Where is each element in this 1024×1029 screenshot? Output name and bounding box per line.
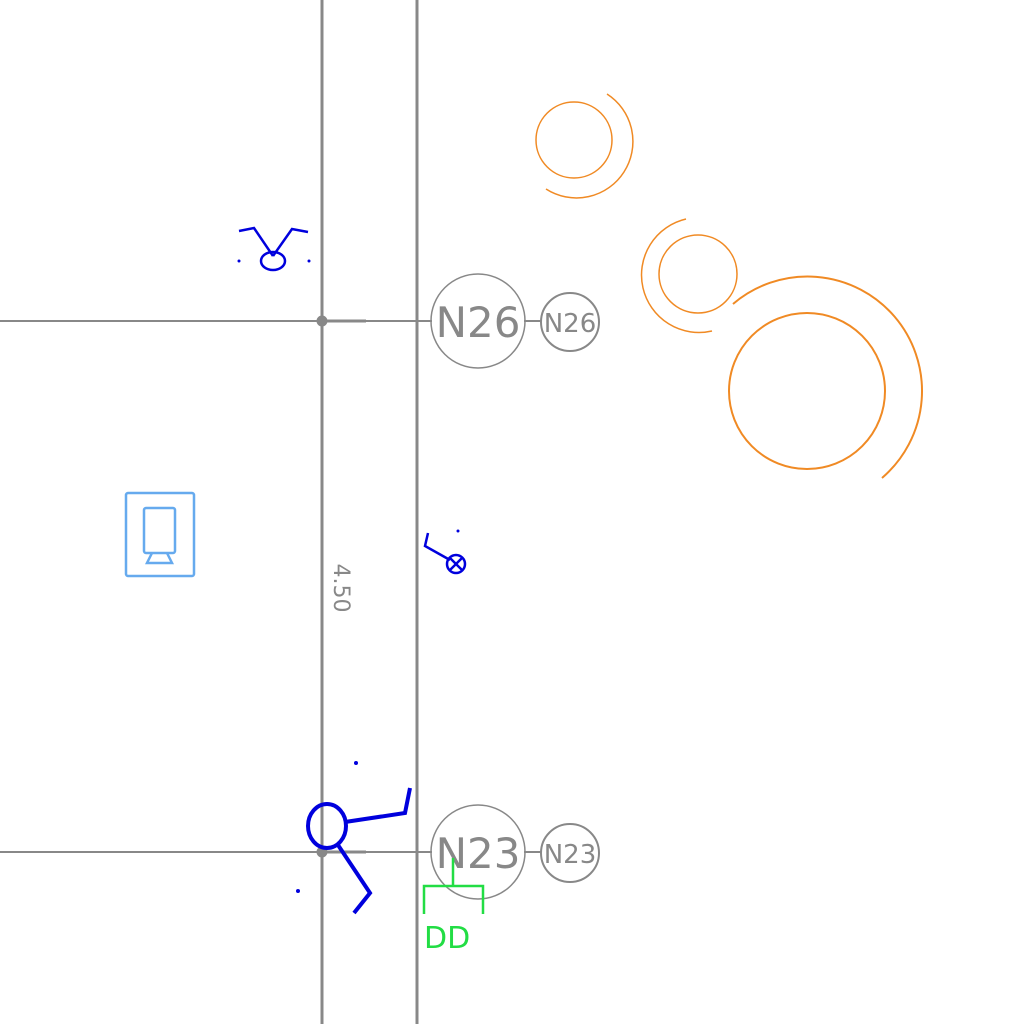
ceiling-fixture-icon[interactable] xyxy=(237,226,311,272)
dimension-label: 4.50 xyxy=(328,564,353,613)
grid-marker-large-circle xyxy=(430,804,526,900)
grid-marker-large-label: N26 xyxy=(436,298,521,347)
grid-marker-n26[interactable]: N26 N26 xyxy=(430,273,600,369)
grid-marker-small-label: N23 xyxy=(544,840,597,870)
tree-symbol-icon[interactable] xyxy=(535,93,634,199)
grid-marker-small-circle xyxy=(540,823,600,883)
grid-marker-small-label: N26 xyxy=(544,309,597,339)
tree-symbol-icon[interactable] xyxy=(728,275,924,479)
lamp-fixture-icon[interactable] xyxy=(423,529,467,575)
grid-marker-small-circle xyxy=(540,292,600,352)
annotation-label: DD xyxy=(424,921,470,956)
annotation-bracket[interactable] xyxy=(422,858,485,914)
grid-marker-large-circle xyxy=(430,273,526,369)
tree-symbol-icon[interactable] xyxy=(640,218,738,334)
chair-icon[interactable] xyxy=(296,761,412,915)
display-panel-icon[interactable] xyxy=(124,491,196,578)
grid-marker-large-label: N23 xyxy=(436,829,521,878)
grid-marker-n23[interactable]: N23 N23 xyxy=(430,804,600,900)
